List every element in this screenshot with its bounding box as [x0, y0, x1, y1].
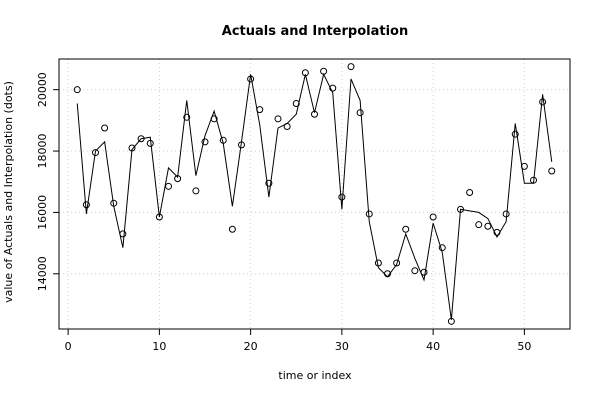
actual-point — [466, 188, 474, 196]
actual-point — [447, 317, 455, 325]
y-tick-label: 16000 — [36, 195, 49, 230]
y-axis-label: value of Actuals and Interpolation (dots… — [2, 81, 15, 303]
actual-point — [548, 167, 556, 175]
actual-point — [238, 141, 245, 149]
actual-point — [493, 228, 501, 236]
actual-point — [183, 113, 191, 121]
actual-point — [301, 69, 309, 77]
actual-point — [530, 176, 537, 184]
actual-point — [265, 179, 273, 187]
actual-point — [429, 213, 437, 221]
y-tick-label: 14000 — [36, 256, 49, 291]
actual-point — [210, 115, 218, 123]
x-axis: 0 10 20 30 40 50 — [65, 329, 531, 353]
actual-point — [365, 210, 373, 218]
actual-point — [228, 225, 236, 233]
actual-point — [338, 193, 346, 201]
actual-point — [174, 175, 182, 183]
actual-point — [356, 109, 364, 117]
actual-point — [347, 63, 355, 71]
actual-point — [384, 270, 391, 278]
interpolation-line — [76, 72, 553, 320]
actual-points-group — [73, 63, 556, 325]
actual-point — [311, 110, 318, 118]
plot-frame — [58, 58, 571, 330]
actual-point — [420, 268, 428, 276]
actual-point — [283, 123, 291, 130]
actual-point — [502, 210, 510, 218]
actual-point — [292, 99, 300, 107]
actual-point — [192, 187, 200, 195]
actual-point — [402, 225, 410, 233]
y-tick-label: 18000 — [36, 134, 49, 169]
x-tick-label: 40 — [426, 340, 440, 353]
x-tick-label: 10 — [152, 340, 166, 353]
actual-point — [101, 124, 109, 132]
actual-point — [511, 130, 519, 138]
x-axis-label: time or index — [278, 369, 352, 382]
actual-point — [73, 86, 81, 94]
actual-point — [320, 67, 328, 75]
x-tick-label: 50 — [517, 340, 531, 353]
actual-point — [475, 221, 483, 229]
actual-point — [219, 136, 227, 144]
x-tick-label: 20 — [244, 340, 258, 353]
actual-point — [119, 230, 127, 238]
chart-title: Actuals and Interpolation — [222, 24, 408, 39]
grid — [59, 59, 570, 329]
actual-point — [92, 149, 99, 157]
actual-point — [82, 201, 90, 209]
actual-point — [438, 244, 446, 252]
actual-point — [165, 182, 172, 190]
actual-point — [110, 199, 118, 207]
actual-point — [329, 84, 337, 92]
actual-point — [256, 106, 264, 114]
actual-point — [201, 138, 209, 146]
actual-point — [411, 267, 419, 275]
actual-point — [484, 222, 492, 230]
actual-point — [146, 139, 154, 147]
x-tick-label: 0 — [65, 340, 72, 353]
actual-point — [247, 75, 255, 83]
y-axis: 14000 16000 18000 20000 — [36, 72, 59, 291]
actual-point — [457, 205, 464, 213]
x-tick-label: 30 — [335, 340, 349, 353]
actual-point — [520, 162, 528, 170]
actual-point — [155, 213, 163, 221]
actual-point — [374, 259, 382, 267]
y-tick-label: 20000 — [36, 72, 49, 107]
actual-point — [393, 259, 401, 267]
actual-point — [539, 98, 547, 106]
actual-point — [274, 115, 282, 123]
interpolation-line-group — [76, 72, 553, 320]
actual-point — [128, 144, 136, 152]
actual-point — [137, 135, 145, 143]
